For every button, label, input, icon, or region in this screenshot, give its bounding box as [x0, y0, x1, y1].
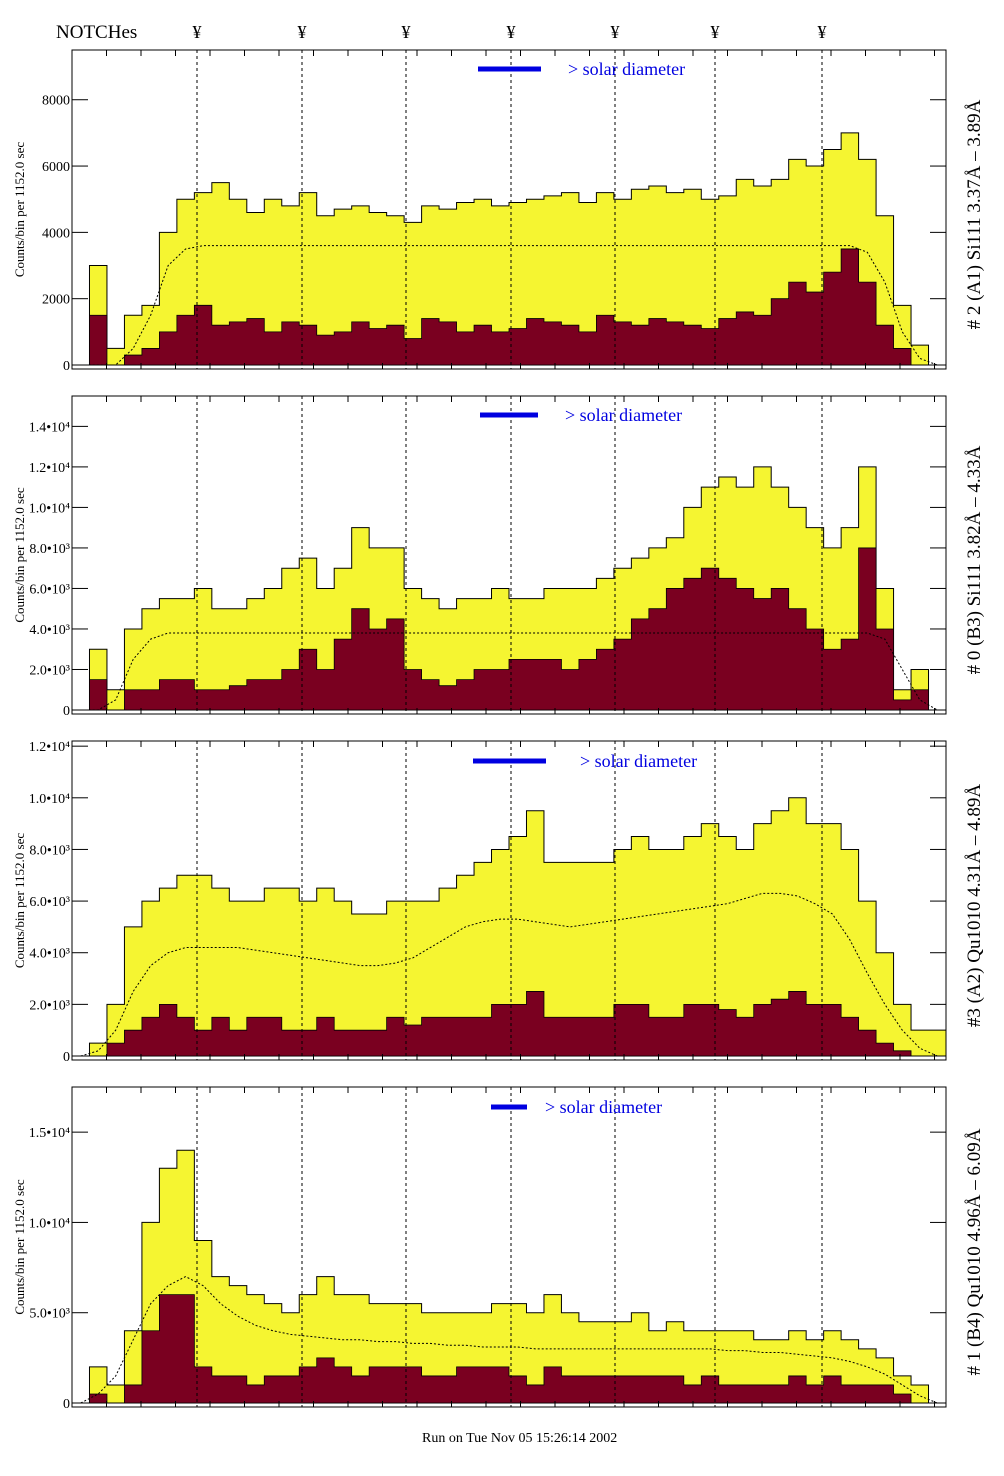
y-axis-label: Counts/bin per 1152.0 sec — [12, 833, 27, 969]
total-histogram — [72, 797, 947, 1057]
component-histogram — [72, 991, 946, 1057]
panel-frame — [71, 395, 947, 715]
component-histogram — [72, 248, 946, 366]
model-curve — [80, 632, 938, 711]
y-axis-label: Counts/bin per 1152.0 sec — [12, 487, 27, 623]
panel-frame — [71, 1086, 947, 1408]
panel-frame — [71, 740, 947, 1061]
y-tick-label: 8000 — [42, 94, 70, 109]
component-histogram — [72, 1294, 946, 1404]
y-axis-label: Counts/bin per 1152.0 sec — [12, 142, 27, 278]
y-tick-label: 1.0•10⁴ — [29, 501, 70, 516]
spectrometer-label: #3 (A2) Qu1010 4.31Å – 4.89Å — [964, 784, 985, 1028]
y-tick-label: 0 — [63, 1397, 70, 1412]
total-histogram — [72, 1149, 946, 1404]
y-tick-label: 5.0•10³ — [29, 1307, 70, 1322]
y-tick-label: 4.0•10³ — [29, 623, 70, 638]
y-tick-label: 6.0•10³ — [29, 895, 70, 910]
spectrometer-label: # 0 (B3) Si111 3.82Å – 4.33Å — [964, 445, 985, 674]
component-histogram — [72, 547, 946, 711]
y-tick-label: 4.0•10³ — [29, 947, 70, 962]
run-timestamp: Run on Tue Nov 05 15:26:14 2002 — [422, 1431, 617, 1446]
y-tick-label: 2.0•10³ — [29, 663, 70, 678]
y-tick-label: 0 — [63, 1050, 70, 1065]
total-histogram — [72, 132, 946, 366]
y-tick-label: 0 — [63, 704, 70, 719]
notch-symbol: ¥ — [611, 22, 620, 42]
y-tick-label: 8.0•10³ — [29, 542, 70, 557]
y-tick-label: 4000 — [42, 226, 70, 241]
notch-symbol: ¥ — [711, 22, 720, 42]
panel-3: 0 5.0•10³ 1.0•10⁴ 1.5•10⁴ Counts/bin per 115… — [12, 1086, 985, 1412]
model-curve — [80, 1276, 938, 1404]
panel-2: 0 2.0•10³ 4.0•10³ 6.0•10³ 8.0•10³ 1.0•10⁴ 1.2•… — [12, 740, 985, 1065]
y-tick-label: 2.0•10³ — [29, 998, 70, 1013]
y-tick-label: 2000 — [42, 293, 70, 308]
notch-symbol: ¥ — [298, 22, 307, 42]
panel-1: 2.0•10³ 4.0•10³ 6.0•10³ 8.0•10³ 1.0•10⁴ 1.2•1… — [12, 395, 985, 719]
notch-symbol: ¥ — [402, 22, 411, 42]
notches-label: NOTCHes — [56, 22, 137, 43]
panel-0: 0 2000 4000 6000 8000 Counts/bin per 1152.0 s… — [12, 49, 985, 374]
y-tick-label: 1.0•10⁴ — [29, 792, 70, 807]
y-tick-label: 1.2•10⁴ — [29, 740, 70, 755]
notch-symbol: ¥ — [193, 22, 202, 42]
y-tick-label: 6000 — [42, 160, 70, 175]
solar-diameter-legend: > solar diameter — [545, 1097, 662, 1117]
model-curve — [80, 245, 938, 366]
y-tick-label: 1.4•10⁴ — [29, 420, 70, 435]
solar-diameter-legend: > solar diameter — [580, 751, 697, 771]
notch-symbol: ¥ — [818, 22, 827, 42]
y-tick-label: 6.0•10³ — [29, 582, 70, 597]
spectrometer-label: # 2 (A1) Si111 3.37Å – 3.89Å — [964, 99, 985, 329]
y-tick-label: 1.2•10⁴ — [29, 461, 70, 476]
y-axis-label: Counts/bin per 1152.0 sec — [12, 1179, 27, 1315]
notch-symbol: ¥ — [507, 22, 516, 42]
solar-diameter-legend: > solar diameter — [565, 405, 682, 425]
y-tick-label: 8.0•10³ — [29, 843, 70, 858]
spectrometer-label: # 1 (B4) Qu1010 4.96Å – 6.09Å — [964, 1128, 985, 1375]
solar-diameter-legend: > solar diameter — [568, 59, 685, 79]
panel-frame — [71, 49, 947, 370]
y-tick-label: 1.5•10⁴ — [29, 1126, 70, 1141]
y-tick-label: 1.0•10⁴ — [29, 1216, 70, 1231]
model-curve — [80, 892, 938, 1057]
y-tick-label: 0 — [63, 359, 70, 374]
